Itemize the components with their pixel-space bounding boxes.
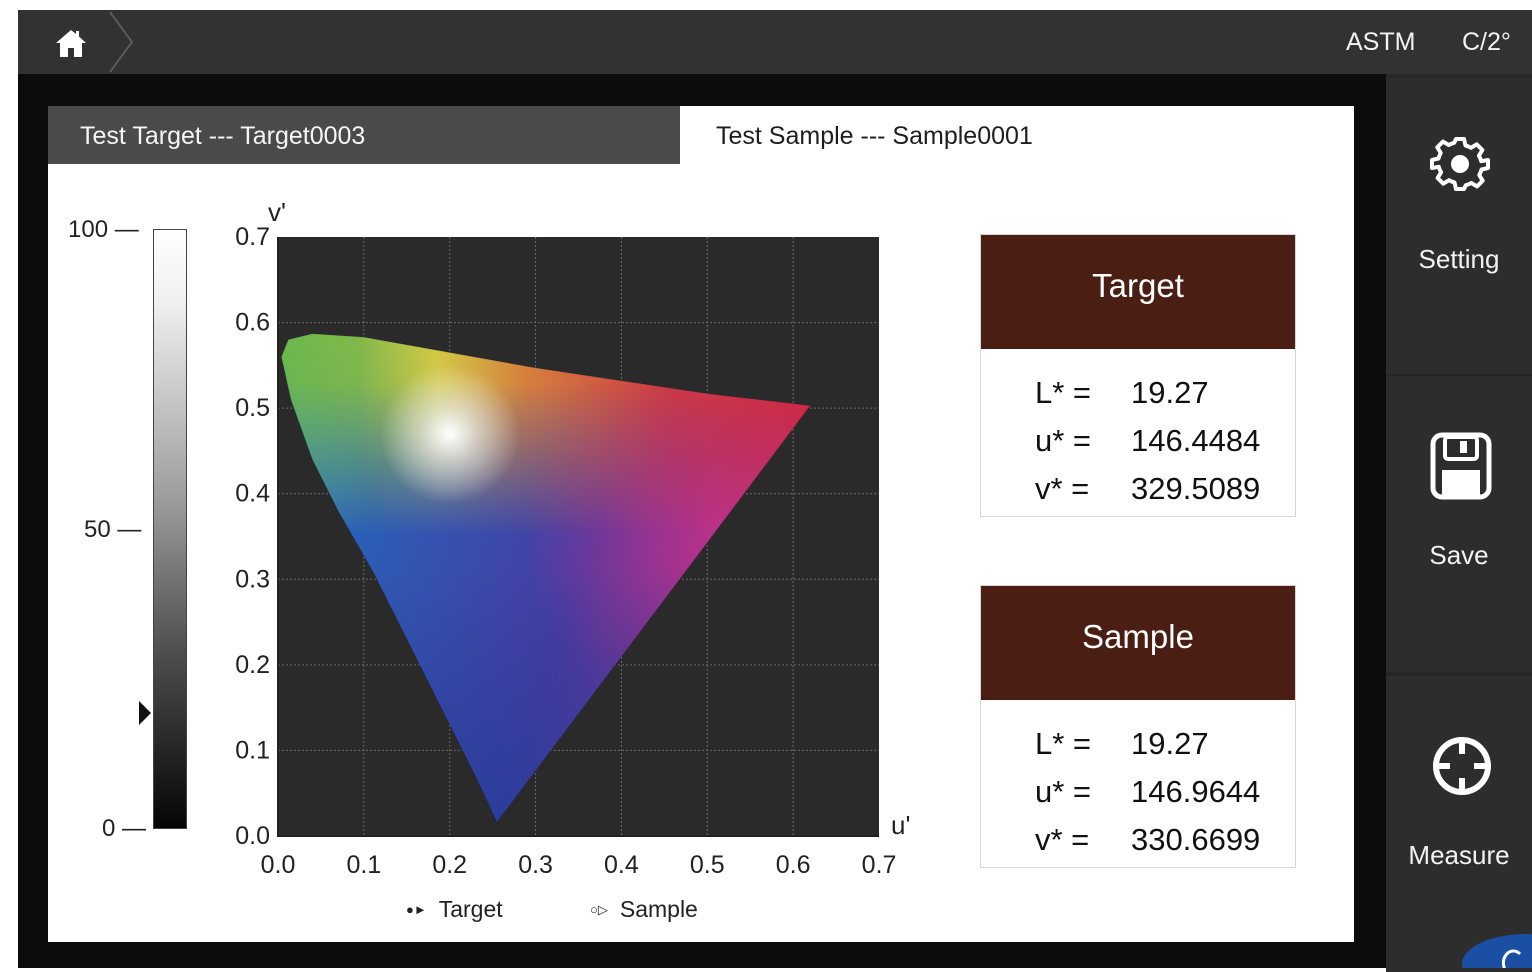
sample-card-title: Sample: [981, 586, 1295, 700]
save-button[interactable]: Save: [1386, 376, 1532, 672]
target-u-value: 146.4484: [1131, 423, 1261, 458]
legend-label-sample: Sample: [619, 896, 698, 922]
top-bar: [18, 10, 1532, 74]
sample-u-value: 146.9644: [1131, 774, 1261, 809]
home-button[interactable]: [18, 10, 128, 74]
y-tick-label: 0.6: [235, 309, 270, 337]
standard-label: ASTM: [1346, 28, 1416, 56]
crosshair-icon: [1433, 737, 1491, 795]
x-tick-label: 0.6: [776, 851, 811, 879]
y-tick-label: 0.2: [235, 651, 270, 679]
legend-item-target: ●► Target: [406, 896, 503, 923]
x-tick-label: 0.7: [862, 851, 897, 879]
corner-logo: [1462, 934, 1532, 968]
breadcrumb-separator: [109, 11, 134, 73]
y-tick-label: 0.0: [235, 822, 270, 850]
tab-curve: [680, 106, 710, 164]
legend-item-sample: ○▷ Sample: [590, 896, 698, 923]
legend-marker-sample: ○▷: [590, 902, 608, 917]
x-axis-label: u': [891, 810, 910, 840]
gamut-outline: [280, 333, 812, 824]
lightness-tick-50: 50 —: [84, 516, 142, 543]
lightness-gradient-bar: [153, 229, 187, 829]
target-l-value: 19.27: [1131, 375, 1209, 410]
illuminant-label: C/2°: [1462, 28, 1511, 56]
x-tick-label: 0.0: [261, 851, 296, 879]
target-row-l: L* = 19.27: [1035, 375, 1209, 410]
y-tick-label: 0.1: [235, 736, 270, 764]
sample-row-v: v* = 330.6699: [1035, 822, 1261, 857]
sample-v-value: 330.6699: [1131, 822, 1261, 857]
sample-row-l: L* = 19.27: [1035, 726, 1209, 761]
floppy-disk-icon: [1430, 432, 1492, 500]
x-tick-label: 0.1: [346, 851, 381, 879]
x-tick-label: 0.5: [690, 851, 725, 879]
measure-label: Measure: [1408, 840, 1510, 870]
save-label: Save: [1429, 540, 1489, 570]
x-tick-label: 0.3: [518, 851, 553, 879]
home-icon: [56, 30, 86, 57]
gear-icon: [1430, 137, 1490, 191]
chromaticity-chart: 0.0 0.1 0.2 0.3 0.4 0.5 0.6 0.7 0.0 0.1 0.2 0.3 0.4 0…: [235, 197, 910, 879]
setting-label: Setting: [1418, 244, 1500, 274]
white-point: [379, 363, 520, 504]
lightness-tick-100: 100 —: [68, 216, 139, 243]
y-tick-label: 0.3: [235, 565, 270, 593]
sample-row-u: u* = 146.9644: [1035, 774, 1261, 809]
x-tick-label: 0.2: [432, 851, 467, 879]
axis-lines: [277, 237, 879, 837]
target-card-title: Target: [981, 235, 1295, 349]
tab-test-target[interactable]: Test Target --- Target0003: [48, 106, 748, 164]
y-tick-label: 0.4: [235, 480, 270, 508]
y-axis-label: v': [268, 197, 286, 227]
legend-marker-target: ●►: [406, 902, 427, 917]
target-row-v: v* = 329.5089: [1035, 471, 1261, 506]
target-v-value: 329.5089: [1131, 471, 1261, 506]
x-tick-label: 0.4: [604, 851, 639, 879]
measure-button[interactable]: Measure: [1386, 676, 1532, 972]
tab-test-sample[interactable]: Test Sample --- Sample0001: [680, 106, 1354, 164]
lightness-tick-0: 0 —: [102, 815, 147, 842]
legend-label-target: Target: [438, 896, 503, 922]
setting-button[interactable]: Setting: [1386, 78, 1532, 374]
tab-test-sample-label: Test Sample --- Sample0001: [716, 122, 1033, 150]
target-card: Target L* = 19.27 u* = 146.4484 v* = 329.50…: [980, 234, 1296, 517]
sample-l-value: 19.27: [1131, 726, 1209, 761]
y-tick-label: 0.7: [235, 223, 270, 251]
axes: 0.0 0.1 0.2 0.3 0.4 0.5 0.6 0.7 0.0 0.1 0.2 0.3 0.4 0…: [235, 223, 896, 879]
triangle-right-icon: [139, 701, 151, 725]
tab-test-target-label: Test Target --- Target0003: [80, 122, 366, 150]
target-row-u: u* = 146.4484: [1035, 423, 1261, 458]
sample-card: Sample L* = 19.27 u* = 146.9644 v* = 330.66…: [980, 585, 1296, 868]
y-tick-label: 0.5: [235, 394, 270, 422]
